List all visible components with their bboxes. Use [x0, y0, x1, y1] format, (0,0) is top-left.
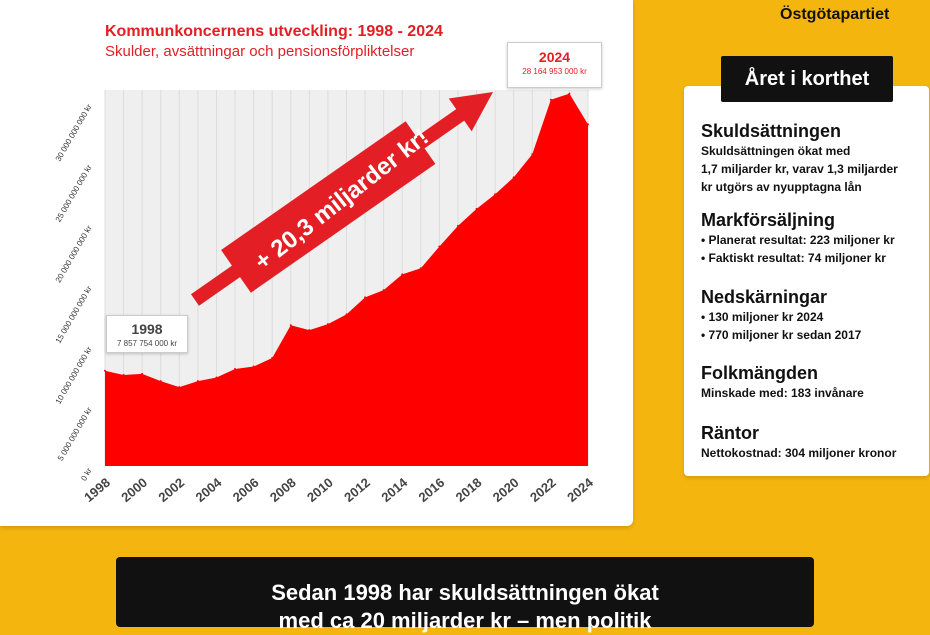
section-bullet: 130 miljoner kr 2024 — [701, 308, 926, 326]
bottom-text-line: Sedan 1998 har skuldsättningen ökat — [271, 580, 659, 605]
x-tick-label: 2024 — [564, 474, 596, 505]
data-point — [531, 153, 534, 156]
data-point — [122, 374, 125, 377]
info-box-title: Året i korthet — [721, 56, 893, 102]
data-point — [326, 323, 329, 326]
section-bullet: 770 miljoner kr sedan 2017 — [701, 326, 926, 344]
x-tick-label: 2010 — [304, 475, 336, 505]
data-point — [494, 193, 497, 196]
section-line: Nettokostnad: 304 miljoner kronor — [701, 446, 897, 460]
info-card: Skuldsättningen Skuldsättningen ökat med… — [684, 86, 929, 476]
growth-arrow — [190, 91, 494, 306]
x-tick-label: 2002 — [155, 475, 187, 505]
section-skuldsattningen: Skuldsättningen Skuldsättningen ökat med… — [701, 120, 926, 196]
section-markforsaljning: Markförsäljning Planerat resultat: 223 m… — [701, 209, 926, 267]
bottom-banner: Sedan 1998 har skuldsättningen ökat med … — [116, 557, 814, 633]
data-point — [159, 380, 162, 383]
section-line: Minskade med: 183 invånare — [701, 386, 864, 400]
callout-2024: 2024 28 164 953 000 kr — [507, 42, 602, 88]
x-tick-label: 2014 — [378, 474, 410, 505]
section-nedskarningar: Nedskärningar 130 miljoner kr 2024 770 m… — [701, 286, 926, 344]
callout-1998-year: 1998 — [131, 321, 163, 337]
data-point — [104, 369, 106, 372]
section-bullet: Planerat resultat: 223 miljoner kr — [701, 231, 926, 249]
x-tick-label: 2012 — [341, 475, 373, 505]
x-tick-label: 2020 — [490, 475, 522, 505]
data-point — [438, 245, 441, 248]
section-heading: Skuldsättningen — [701, 121, 842, 141]
y-tick-label: 30 000 000 000 kr — [54, 102, 94, 163]
brand-logo-text: Östgötapartiet — [780, 6, 890, 23]
data-point — [215, 376, 218, 379]
area-series — [105, 93, 588, 467]
chart-subtitle: Skulder, avsättningar och pensionsförpli… — [105, 43, 415, 60]
data-point — [252, 365, 255, 368]
section-heading: Nedskärningar — [701, 287, 828, 307]
data-point — [289, 324, 292, 327]
section-line: Skuldsättningen ökat med — [701, 144, 851, 158]
data-point — [512, 176, 515, 179]
data-point — [234, 367, 237, 370]
x-tick-label: 2016 — [416, 475, 448, 505]
y-tick-label: 20 000 000 000 kr — [54, 224, 94, 285]
section-line: kr utgörs av nyupptagna lån — [701, 180, 862, 194]
x-tick-label: 2000 — [118, 475, 150, 505]
y-tick-label: 0 kr — [79, 466, 94, 482]
y-tick-label: 10 000 000 000 kr — [54, 345, 94, 406]
bottom-text-line: med ca 20 miljarder kr – men politik — [278, 608, 652, 633]
section-heading: Markförsäljning — [701, 210, 836, 230]
chart-title: Kommunkoncernens utveckling: 1998 - 2024 — [105, 23, 443, 40]
data-point — [456, 224, 459, 227]
data-point — [568, 92, 571, 95]
data-point — [549, 98, 552, 101]
section-heading: Räntor — [701, 423, 759, 443]
x-tick-label: 2022 — [527, 475, 559, 505]
data-point — [419, 267, 422, 270]
callout-1998-value: 7 857 754 000 kr — [116, 339, 178, 348]
data-point — [475, 207, 478, 210]
data-point — [401, 273, 404, 276]
x-tick-label: 2008 — [267, 475, 299, 505]
section-folkmangden: Folkmängden Minskade med: 183 invånare — [701, 362, 926, 402]
data-point — [271, 357, 274, 360]
data-point — [587, 123, 589, 126]
callout-2024-value: 28 164 953 000 kr — [522, 67, 587, 76]
data-point — [141, 372, 144, 375]
section-bullet: Faktiskt resultat: 74 miljoner kr — [701, 249, 926, 267]
data-point — [196, 380, 199, 383]
y-tick-label: 15 000 000 000 kr — [54, 284, 94, 345]
data-point — [308, 329, 311, 332]
section-line: 1,7 miljarder kr, varav 1,3 miljarder — [701, 162, 898, 176]
arrow-label-box — [221, 121, 436, 293]
x-tick-label: 2004 — [193, 474, 225, 505]
data-point — [178, 386, 181, 389]
y-tick-label: 5 000 000 000 kr — [56, 406, 94, 463]
callout-1998: 1998 7 857 754 000 kr — [106, 315, 188, 353]
section-rantor: Räntor Nettokostnad: 304 miljoner kronor — [701, 422, 926, 462]
section-heading: Folkmängden — [701, 363, 819, 383]
x-tick-label: 2006 — [230, 475, 262, 505]
data-point — [382, 289, 385, 292]
data-point — [364, 296, 367, 299]
x-tick-label: 2018 — [453, 475, 485, 505]
y-tick-label: 25 000 000 000 kr — [54, 163, 94, 224]
callout-2024-year: 2024 — [538, 49, 571, 65]
chart-card: 0 kr 5 000 000 000 kr 10 000 000 000 kr 15 … — [0, 0, 633, 526]
data-point — [345, 313, 348, 316]
